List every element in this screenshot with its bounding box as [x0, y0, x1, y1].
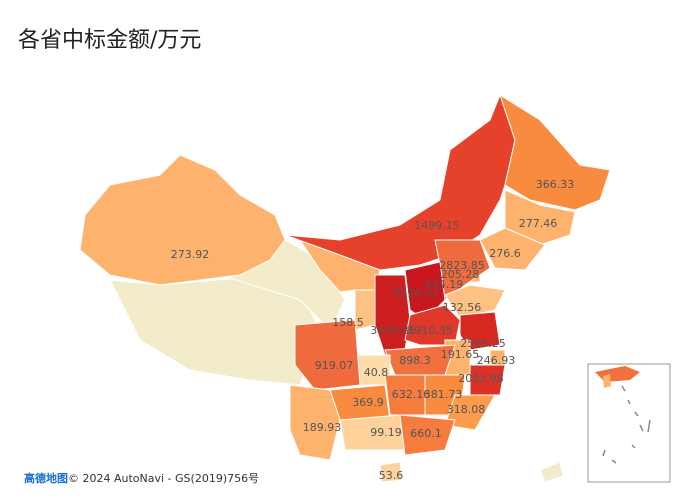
region-label: 381.73 [424, 388, 463, 401]
region[interactable] [399, 414, 456, 456]
region-label: 3474.85 [370, 324, 416, 337]
region-label: 934.19 [425, 278, 464, 291]
region-label: 2823.85 [439, 259, 485, 272]
region-label: 53.6 [379, 469, 404, 482]
region[interactable] [294, 319, 361, 391]
region-label: 191.65 [441, 348, 480, 361]
title: 各省中标金额/万元 [18, 28, 202, 53]
region-label: 246.93 [477, 354, 516, 367]
attribution: 高德地图© 2024 AutoNavi - GS(2019)756号 [24, 470, 259, 486]
region-no-data [539, 461, 564, 483]
region-label: 632.16 [392, 388, 431, 401]
region[interactable] [79, 154, 286, 286]
region[interactable] [469, 364, 506, 396]
region[interactable] [444, 394, 496, 431]
region-label: 99.19 [370, 426, 402, 439]
region-label: 189.93 [303, 421, 342, 434]
region-label: 40.8 [364, 366, 389, 379]
region-label: 277.46 [519, 217, 558, 230]
region-label: 2033.98 [458, 372, 504, 385]
region-label: 898.3 [399, 354, 431, 367]
region-label: 5294.02 [393, 287, 439, 300]
region[interactable] [379, 461, 403, 483]
region-label: 369.9 [352, 396, 384, 409]
copyright: © 2024 AutoNavi - GS(2019)756号 [68, 472, 260, 485]
region[interactable] [479, 227, 546, 271]
region-label: 2566.25 [460, 337, 506, 350]
region-label: 366.33 [536, 178, 575, 191]
region-label: 919.07 [315, 359, 354, 372]
logo: 高德地图 [24, 472, 68, 485]
region[interactable] [499, 93, 611, 211]
region-label: 273.92 [171, 248, 210, 261]
region-label: 318.08 [447, 403, 486, 416]
region-label: 158.5 [332, 316, 364, 329]
region-label: 132.56 [443, 301, 482, 314]
region-label: 1499.15 [414, 219, 460, 232]
region[interactable] [444, 284, 506, 319]
region-label: 660.1 [410, 427, 442, 440]
region[interactable] [289, 384, 341, 461]
region-label: 205.28 [441, 268, 480, 281]
inset [587, 363, 671, 483]
region-label: 1910.35 [407, 324, 453, 337]
region-label: 276.6 [489, 247, 521, 260]
